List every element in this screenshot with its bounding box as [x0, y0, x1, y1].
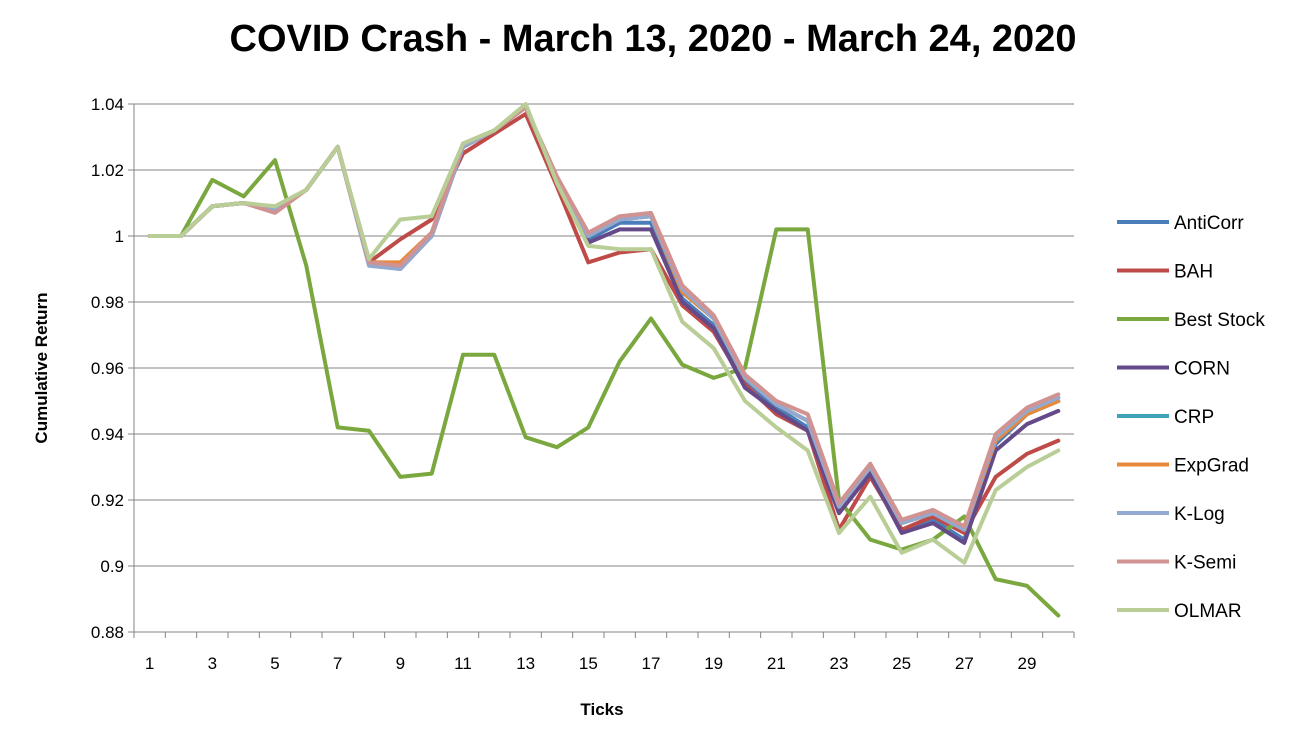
x-tick-label: 15 [579, 654, 598, 673]
y-tick-label: 0.96 [91, 359, 124, 378]
legend-label: ExpGrad [1174, 456, 1249, 477]
legend-label: K-Semi [1174, 553, 1236, 574]
y-tick-label: 0.98 [91, 293, 124, 312]
x-tick-label: 1 [145, 654, 154, 673]
x-tick-label: 29 [1018, 654, 1037, 673]
series-line-corn [147, 105, 1061, 545]
legend-item: Best Stock [1117, 310, 1265, 331]
y-tick-label: 0.88 [91, 623, 124, 642]
series-line-best-stock [147, 158, 1061, 618]
x-tick-label: 25 [892, 654, 911, 673]
y-tick-label: 0.94 [91, 425, 124, 444]
legend-label: AntiCorr [1174, 213, 1244, 234]
legend-label: CORN [1174, 359, 1230, 380]
series-line-bah [147, 111, 1061, 535]
legend-item: AntiCorr [1117, 213, 1244, 234]
legend-label: K-Log [1174, 504, 1225, 525]
legend-item: K-Log [1117, 504, 1225, 525]
x-tick-label: 5 [270, 654, 279, 673]
series-line-expgrad [147, 105, 1061, 532]
series-line-crp [147, 105, 1061, 532]
x-tick-label: 11 [454, 654, 472, 673]
legend-item: CRP [1117, 407, 1214, 428]
series-line-olmar [147, 102, 1061, 565]
x-tick-label: 21 [767, 654, 786, 673]
y-tick-label: 1.02 [91, 161, 124, 180]
y-tick-label: 1.04 [91, 95, 124, 114]
legend-item: K-Semi [1117, 553, 1236, 574]
legend-item: CORN [1117, 359, 1230, 380]
x-tick-label: 7 [333, 654, 342, 673]
x-tick-label: 23 [830, 654, 849, 673]
series-line-k-log [147, 105, 1061, 532]
y-axis-title: Cumulative Return [32, 292, 51, 443]
x-tick-label: 9 [396, 654, 405, 673]
legend-label: CRP [1174, 407, 1214, 428]
y-tick-label: 0.92 [91, 491, 124, 510]
legend-item: BAH [1117, 262, 1213, 283]
legend-label: BAH [1174, 262, 1213, 283]
x-tick-label: 27 [955, 654, 974, 673]
x-tick-label: 13 [516, 654, 535, 673]
legend-label: OLMAR [1174, 601, 1242, 622]
legend-item: ExpGrad [1117, 456, 1249, 477]
x-axis-title: Ticks [580, 700, 623, 719]
series-line-anticorr [147, 105, 1061, 542]
x-tick-label: 17 [642, 654, 661, 673]
legend-item: OLMAR [1117, 601, 1242, 622]
x-tick-label: 19 [704, 654, 723, 673]
x-tick-label: 3 [208, 654, 217, 673]
y-tick-label: 1 [115, 227, 124, 246]
y-tick-label: 0.9 [100, 557, 124, 576]
legend-label: Best Stock [1174, 310, 1265, 331]
chart-title: COVID Crash - March 13, 2020 - March 24,… [229, 18, 1077, 60]
